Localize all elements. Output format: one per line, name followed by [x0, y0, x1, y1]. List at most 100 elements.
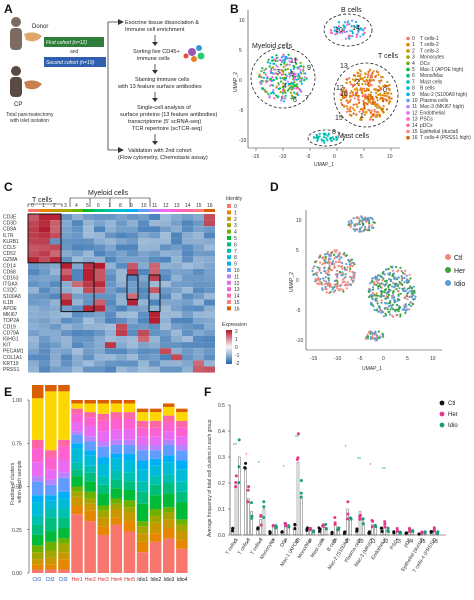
stacked-segment: [58, 491, 70, 499]
umap-point: [258, 73, 261, 76]
condition-swatch: [445, 254, 451, 260]
heatmap-cell: [50, 348, 61, 355]
umap-point: [300, 90, 303, 93]
umap-point: [359, 73, 362, 76]
heatmap-cell: [72, 317, 83, 324]
heatmap-cell: [182, 262, 193, 269]
replicate-point: [411, 529, 415, 533]
umap-point: [289, 82, 292, 86]
umap-point: [345, 262, 348, 266]
umap-point: [399, 313, 402, 316]
umap-point: [292, 81, 295, 84]
gene-label: CD163: [3, 276, 19, 282]
umap-point: [297, 73, 300, 76]
heatmap-cell: [39, 238, 50, 245]
umap-point: [372, 337, 376, 340]
umap-point: [401, 287, 404, 290]
umap-point: [386, 306, 389, 309]
umap-point: [318, 255, 322, 258]
umap-point: [401, 308, 404, 311]
umap-point: [328, 267, 331, 270]
umap-point: [286, 68, 289, 71]
heatmap-cell: [39, 226, 50, 233]
stacked-segment: [110, 412, 123, 420]
heatmap-cell: [105, 293, 116, 300]
heatmap-cell: [160, 323, 171, 330]
umap-point: [364, 226, 367, 229]
umap-point: [369, 93, 372, 96]
replicate-point: [299, 491, 303, 495]
umap-point: [362, 223, 365, 226]
umap-point: [348, 77, 351, 80]
heatmap-cell: [72, 360, 83, 367]
expression-tick: -2: [235, 361, 240, 367]
heatmap-cell: [61, 275, 72, 282]
e-ytick-label: 1.00: [12, 398, 22, 404]
heatmap-cell: [105, 299, 116, 306]
stacked-segment: [97, 403, 109, 414]
umap-point: [370, 76, 373, 79]
umap-point: [353, 88, 356, 91]
umap-point: [349, 98, 352, 101]
umap-point: [343, 254, 346, 257]
umap-point: [394, 282, 397, 285]
umap-point: [360, 89, 364, 92]
umap-point: [371, 95, 374, 98]
heatmap-cell: [160, 317, 171, 324]
heatmap-cell: [94, 299, 105, 306]
umap-point: [313, 265, 316, 268]
umap-point: [330, 139, 333, 142]
umap-point: [341, 31, 344, 34]
umap-point: [369, 68, 372, 71]
stacked-segment: [71, 434, 83, 444]
heatmap-cell: [127, 354, 138, 361]
umap-point: [342, 96, 345, 100]
heatmap-cell: [72, 336, 83, 343]
umap-point: [369, 118, 372, 121]
umap-point: [260, 70, 263, 73]
umap-point: [351, 281, 354, 284]
donor-icon: [10, 17, 42, 50]
gene-label: KLRB1: [3, 239, 19, 245]
heatmap-cell: [204, 281, 215, 288]
umap-point: [384, 268, 387, 271]
significance-mark: **: [233, 443, 237, 449]
heatmap-cell: [94, 250, 105, 257]
heatmap-cell: [171, 311, 182, 318]
replicate-point: [337, 528, 340, 532]
mean-bar: [244, 469, 247, 536]
umap-point: [347, 223, 350, 227]
heatmap-cell: [105, 214, 116, 221]
stacked-segment: [45, 469, 57, 480]
heatmap-cell: [105, 262, 116, 269]
legend-id: 1: [412, 42, 415, 48]
umap-point: [363, 107, 366, 110]
d-xtick-label: 0: [382, 356, 385, 362]
umap-point: [349, 29, 352, 32]
umap-point: [264, 80, 267, 83]
heatmap-cell: [83, 232, 94, 239]
umap-point: [327, 270, 330, 273]
replicate-point: [231, 527, 235, 531]
umap-point: [350, 90, 353, 93]
heatmap-cell: [105, 226, 116, 233]
heatmap-cell: [182, 323, 193, 330]
panel-f: F Average frequency of total cell cluste…: [198, 385, 474, 595]
heatmap-cell: [105, 305, 116, 312]
umap-point: [354, 20, 358, 24]
umap-point: [272, 62, 275, 65]
heatmap-cell: [116, 256, 127, 263]
umap-point: [366, 96, 369, 99]
umap-point: [331, 288, 334, 291]
umap-point: [330, 268, 334, 272]
stacked-segment: [110, 419, 123, 430]
stacked-segment: [123, 500, 136, 508]
umap-point: [378, 278, 381, 281]
column-id: 4: [75, 203, 78, 209]
replicate-point: [299, 479, 303, 482]
umap-point: [377, 274, 380, 277]
umap-point: [329, 257, 332, 260]
umap-point: [372, 288, 375, 291]
legend-swatch: [406, 61, 410, 66]
heatmap-cell: [72, 342, 83, 349]
